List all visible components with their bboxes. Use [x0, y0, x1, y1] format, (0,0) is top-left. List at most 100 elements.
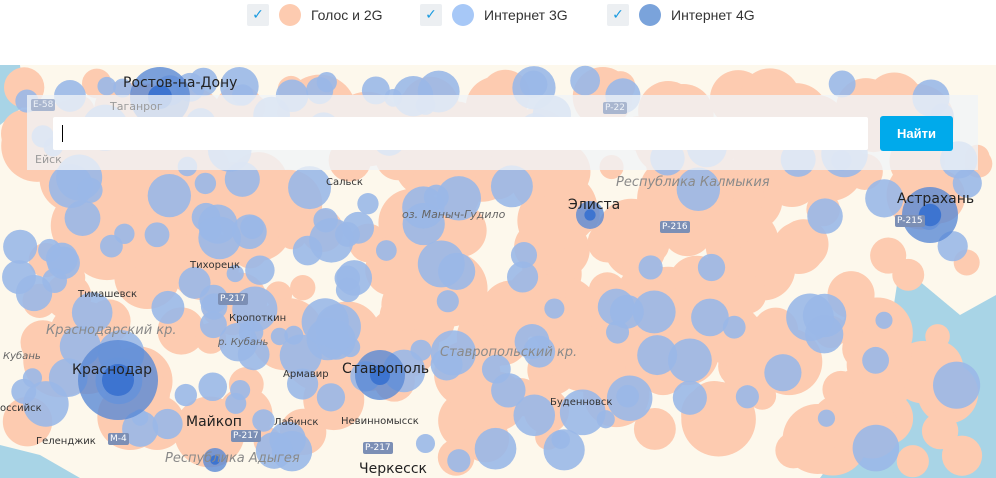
coverage-3g	[144, 222, 170, 248]
coverage-3g	[100, 234, 123, 258]
coverage-3g	[807, 198, 843, 234]
coverage-3g	[519, 70, 548, 99]
coverage-2g	[633, 408, 676, 450]
city-label: Ростов-на-Дону	[123, 75, 238, 91]
coverage-3g	[97, 76, 117, 96]
internet-3g-swatch	[452, 4, 474, 26]
legend-item-voice-2g[interactable]: ✓ Голос и 2G	[247, 4, 383, 26]
coverage-3g	[632, 290, 676, 334]
legend-item-internet-4g[interactable]: ✓ Интернет 4G	[607, 4, 755, 26]
coverage-4g-core	[210, 455, 220, 465]
coverage-3g	[862, 346, 890, 374]
search-button[interactable]: Найти	[880, 116, 953, 151]
river-label: р. Кубань	[218, 337, 269, 348]
coverage-2g	[290, 274, 316, 301]
city-label: Черкесск	[359, 461, 428, 477]
coverage-2g	[925, 324, 950, 349]
coverage-3g	[415, 433, 436, 454]
coverage-3g	[287, 368, 319, 400]
coverage-3g	[245, 255, 275, 285]
coverage-3g	[933, 361, 981, 409]
city-label: оссийск	[0, 403, 42, 414]
city-label: Лабинск	[274, 417, 319, 428]
coverage-3g	[952, 168, 982, 198]
coverage-3g	[667, 338, 712, 383]
checkbox-voice-2g[interactable]: ✓	[247, 4, 269, 26]
city-label: Невинномысск	[341, 416, 419, 427]
coverage-4g-core	[102, 364, 134, 396]
city-label: Ейск	[35, 153, 62, 166]
coverage-3g	[174, 383, 197, 407]
road-label: P-22	[603, 102, 627, 114]
coverage-3g	[198, 372, 228, 402]
check-icon: ✓	[252, 7, 264, 23]
coverage-3g	[474, 427, 517, 470]
coverage-3g	[151, 290, 185, 324]
coverage-2g	[733, 182, 765, 214]
search-panel: Найти	[27, 95, 978, 170]
coverage-3g	[417, 240, 465, 288]
city-label: Кропоткин	[229, 313, 287, 324]
coverage-3g	[506, 261, 539, 293]
coverage-3g	[335, 277, 361, 303]
coverage-3g	[309, 218, 354, 263]
coverage-3g	[638, 255, 663, 280]
coverage-3g	[436, 290, 459, 313]
coverage-3g	[817, 409, 836, 427]
coverage-3g	[113, 78, 133, 98]
coverage-2g	[892, 258, 925, 291]
coverage-3g	[852, 424, 900, 472]
coverage-3g	[3, 229, 38, 264]
city-label: Краснодар	[72, 362, 152, 378]
coverage-3g	[672, 380, 707, 415]
text-caret	[62, 125, 63, 142]
coverage-3g	[45, 242, 78, 275]
coverage-3g	[240, 215, 264, 239]
coverage-3g	[316, 71, 337, 93]
coverage-3g	[637, 335, 678, 376]
coverage-2g	[726, 274, 767, 314]
checkbox-internet-4g[interactable]: ✓	[607, 4, 629, 26]
legend-label: Интернет 4G	[671, 7, 755, 23]
coverage-3g	[430, 330, 476, 376]
region-label: Ставропольский кр.	[440, 345, 578, 360]
coverage-3g	[11, 378, 37, 404]
city-label: Армавир	[283, 369, 329, 380]
coverage-3g	[237, 338, 270, 371]
coverage-2g	[772, 221, 825, 275]
legend-item-internet-3g[interactable]: ✓ Интернет 3G	[420, 4, 568, 26]
city-label: Тимашевск	[78, 289, 138, 300]
road-label: E-58	[31, 99, 56, 111]
coverage-3g	[735, 385, 759, 409]
coverage-3g	[255, 432, 293, 469]
coverage-3g	[198, 216, 241, 260]
coverage-3g	[523, 335, 556, 368]
coverage-3g	[510, 242, 538, 269]
coverage-3g	[316, 383, 346, 412]
coverage-3g	[786, 293, 834, 342]
region-label: Республика Адыгея	[165, 451, 300, 466]
coverage-3g	[697, 253, 726, 282]
coverage-3g	[71, 292, 113, 333]
road-label: P-215	[895, 215, 925, 227]
coverage-2g	[896, 445, 929, 478]
coverage-3g	[828, 70, 856, 98]
checkbox-internet-3g[interactable]: ✓	[420, 4, 442, 26]
coverage-3g	[436, 176, 482, 221]
coverage-3g	[570, 65, 601, 96]
coverage-3g	[194, 172, 217, 195]
coverage-3g	[676, 167, 721, 211]
coverage-2g	[381, 278, 434, 331]
coverage-3g	[875, 311, 893, 329]
coverage-2g	[886, 344, 912, 370]
coverage-3g	[122, 410, 159, 447]
coverage-legend: ✓ Голос и 2G ✓ Интернет 3G ✓ Интернет 4G	[0, 0, 996, 65]
coverage-3g	[226, 264, 244, 283]
search-input[interactable]	[53, 117, 868, 150]
internet-4g-swatch	[639, 4, 661, 26]
coverage-3g	[48, 358, 88, 397]
city-label: Геленджик	[36, 436, 96, 447]
lake-label: оз. Маныч-Гудило	[402, 208, 506, 221]
road-label: P-217	[231, 430, 261, 442]
coverage-3g	[270, 327, 289, 346]
